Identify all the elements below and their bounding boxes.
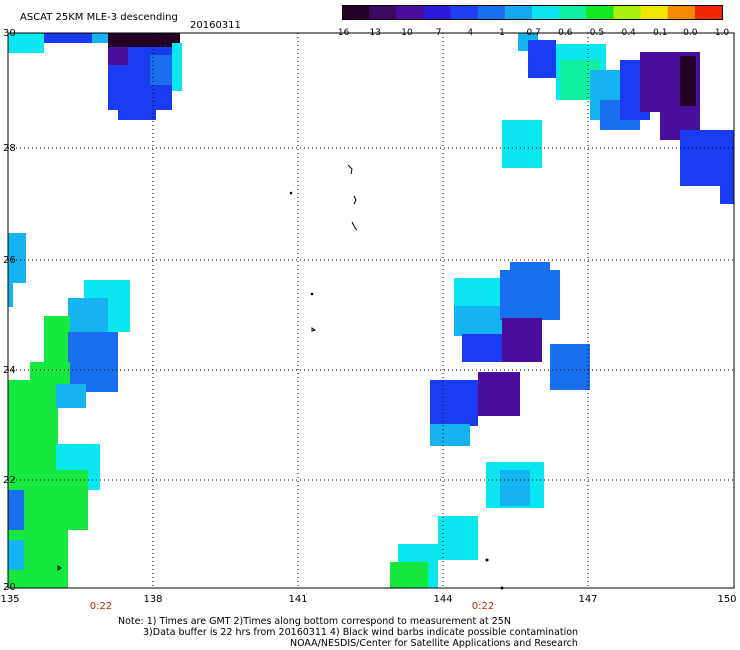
swath-top-right <box>502 33 734 204</box>
grid <box>8 33 734 588</box>
colorbar-tick-label: -0.5 <box>586 28 605 38</box>
map-frame <box>7 32 735 589</box>
colorbar-segment <box>342 5 370 20</box>
y-tick-20: 20 <box>3 582 16 593</box>
colorbar-tick-label: -1 <box>495 28 505 38</box>
colorbar-tick-label: -0.6 <box>554 28 573 38</box>
colorbar-segment <box>477 5 506 20</box>
colorbar <box>342 5 723 20</box>
colorbar-segment <box>640 5 669 20</box>
time-label-right: 0:22 <box>471 601 495 612</box>
colorbar-tick-label: -4 <box>464 28 474 38</box>
x-tick-141: 141 <box>288 594 308 605</box>
y-tick-26: 26 <box>3 255 16 266</box>
colorbar-segment <box>532 5 560 20</box>
time-label-left: 0:22 <box>89 601 113 612</box>
island-outlines <box>57 164 504 590</box>
x-tick-144: 144 <box>433 594 453 605</box>
swath-center-right <box>390 262 590 588</box>
note-line-2: 3)Data buffer is 22 hrs from 20160311 4)… <box>143 627 579 638</box>
colorbar-segment <box>694 5 723 20</box>
colorbar-segment <box>504 5 533 20</box>
colorbar-tick-label: -0.4 <box>618 28 636 38</box>
x-tick-150: 150 <box>717 594 737 605</box>
note-line-1: Note: 1) Times are GMT 2)Times along bot… <box>118 616 511 627</box>
y-tick-30: 30 <box>3 28 16 39</box>
colorbar-tick-label: 1.0 <box>714 28 730 38</box>
colorbar-tick-label: -13 <box>366 28 382 38</box>
colorbar-tick-label: -0.1 <box>649 28 668 38</box>
colorbar-segment <box>559 5 587 20</box>
y-tick-24: 24 <box>3 365 16 376</box>
x-tick-138: 138 <box>143 594 163 605</box>
colorbar-segment <box>396 5 425 20</box>
map-title: ASCAT 25KM MLE-3 descending <box>20 12 178 23</box>
colorbar-tick-label: -16 <box>334 28 350 38</box>
colorbar-segment <box>586 5 615 20</box>
x-tick-147: 147 <box>578 594 598 605</box>
colorbar-tick-label: -10 <box>397 28 413 38</box>
y-tick-28: 28 <box>3 143 16 154</box>
colorbar-tick-label: -0.7 <box>523 28 541 38</box>
colorbar-segment <box>450 5 479 20</box>
colorbar-segment <box>423 5 452 20</box>
y-tick-22: 22 <box>3 475 16 486</box>
colorbar-segment <box>667 5 696 20</box>
colorbar-segment <box>613 5 642 20</box>
swath-left <box>8 233 130 588</box>
map-date: 20160311 <box>190 20 241 31</box>
colorbar-tick-label: 0.0 <box>683 28 698 38</box>
x-tick-135: 135 <box>0 594 20 605</box>
swath-top-left <box>8 33 182 120</box>
colorbar-segment <box>369 5 397 20</box>
note-line-3: NOAA/NESDIS/Center for Satellite Applica… <box>290 638 578 649</box>
colorbar-tick-label: -7 <box>432 28 442 38</box>
